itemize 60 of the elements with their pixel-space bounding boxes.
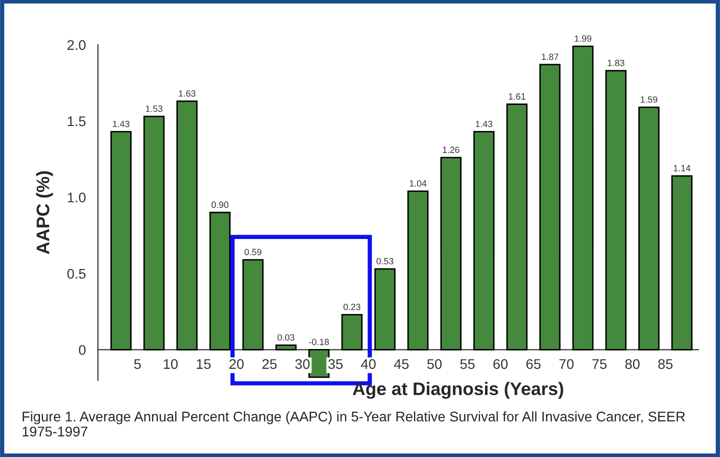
x-tick-label: 65 (526, 359, 541, 369)
bar (341, 314, 363, 350)
data-label: 1.26 (442, 146, 460, 154)
data-label: 0.23 (344, 304, 360, 310)
data-label: 0.59 (244, 248, 262, 256)
x-tick-label: 30 (295, 359, 310, 369)
bar (473, 131, 495, 350)
data-label: 0.90 (212, 202, 228, 208)
x-tick-label: 70 (559, 359, 574, 369)
bar (605, 70, 627, 350)
bar (143, 116, 165, 350)
bar (506, 104, 528, 350)
x-tick-label: 15 (196, 359, 211, 369)
y-tick-label: 1.5 (68, 116, 86, 126)
bar (539, 64, 561, 350)
x-tick-label: 25 (262, 359, 277, 369)
bar (110, 131, 132, 350)
x-tick-label: 60 (493, 359, 508, 369)
x-tick-label: 75 (592, 359, 607, 369)
bar (209, 212, 231, 350)
y-tick-label: 0 (78, 345, 86, 355)
x-tick-label: 50 (427, 359, 442, 369)
bar (440, 156, 462, 350)
data-label: 1.43 (476, 120, 492, 128)
bar (275, 344, 297, 350)
data-label: 1.61 (508, 93, 526, 100)
bar (638, 106, 660, 350)
x-tick-label: 55 (460, 359, 475, 369)
x-tick-label: 85 (658, 359, 673, 369)
y-tick-label: 1.0 (68, 192, 86, 202)
x-tick-label: 45 (394, 359, 409, 369)
data-label: 0.03 (278, 334, 294, 341)
data-label: 1.99 (574, 35, 592, 42)
data-label: 1.63 (178, 90, 196, 97)
data-label: 0.53 (376, 258, 394, 264)
y-tick-label: 0.5 (67, 268, 86, 279)
data-label: 1.59 (640, 96, 658, 103)
bar (374, 268, 396, 350)
bar (242, 259, 264, 350)
x-tick-label: 5 (134, 359, 141, 369)
y-tick-label: 2.0 (68, 40, 86, 50)
bar (407, 190, 429, 350)
bar (176, 100, 198, 350)
data-label: 1.14 (674, 165, 690, 172)
bar (671, 175, 692, 350)
caption: Figure 1. Average Annual Percent Change (AAPC) in 5-Year Relative Survival for All Invasive Cancer, SEER 1975-1997 (22, 411, 685, 436)
data-label: 1.83 (608, 60, 624, 66)
x-tick-label: 80 (625, 359, 640, 369)
y-axis-title: AAPC (%) (36, 171, 53, 254)
bar (572, 46, 594, 350)
data-label: 1.04 (410, 180, 426, 187)
x-tick-label: 40 (361, 359, 376, 369)
data-label: 1.87 (542, 54, 558, 60)
x-axis-title: Age at Diagnosis (Years) (352, 382, 564, 399)
x-tick-label: 20 (229, 359, 244, 369)
x-tick-label: 10 (164, 359, 178, 369)
data-label: -0.18 (309, 338, 329, 346)
data-label: 1.53 (146, 105, 162, 112)
x-tick-label: 35 (328, 359, 343, 369)
data-label: 1.43 (112, 120, 130, 128)
